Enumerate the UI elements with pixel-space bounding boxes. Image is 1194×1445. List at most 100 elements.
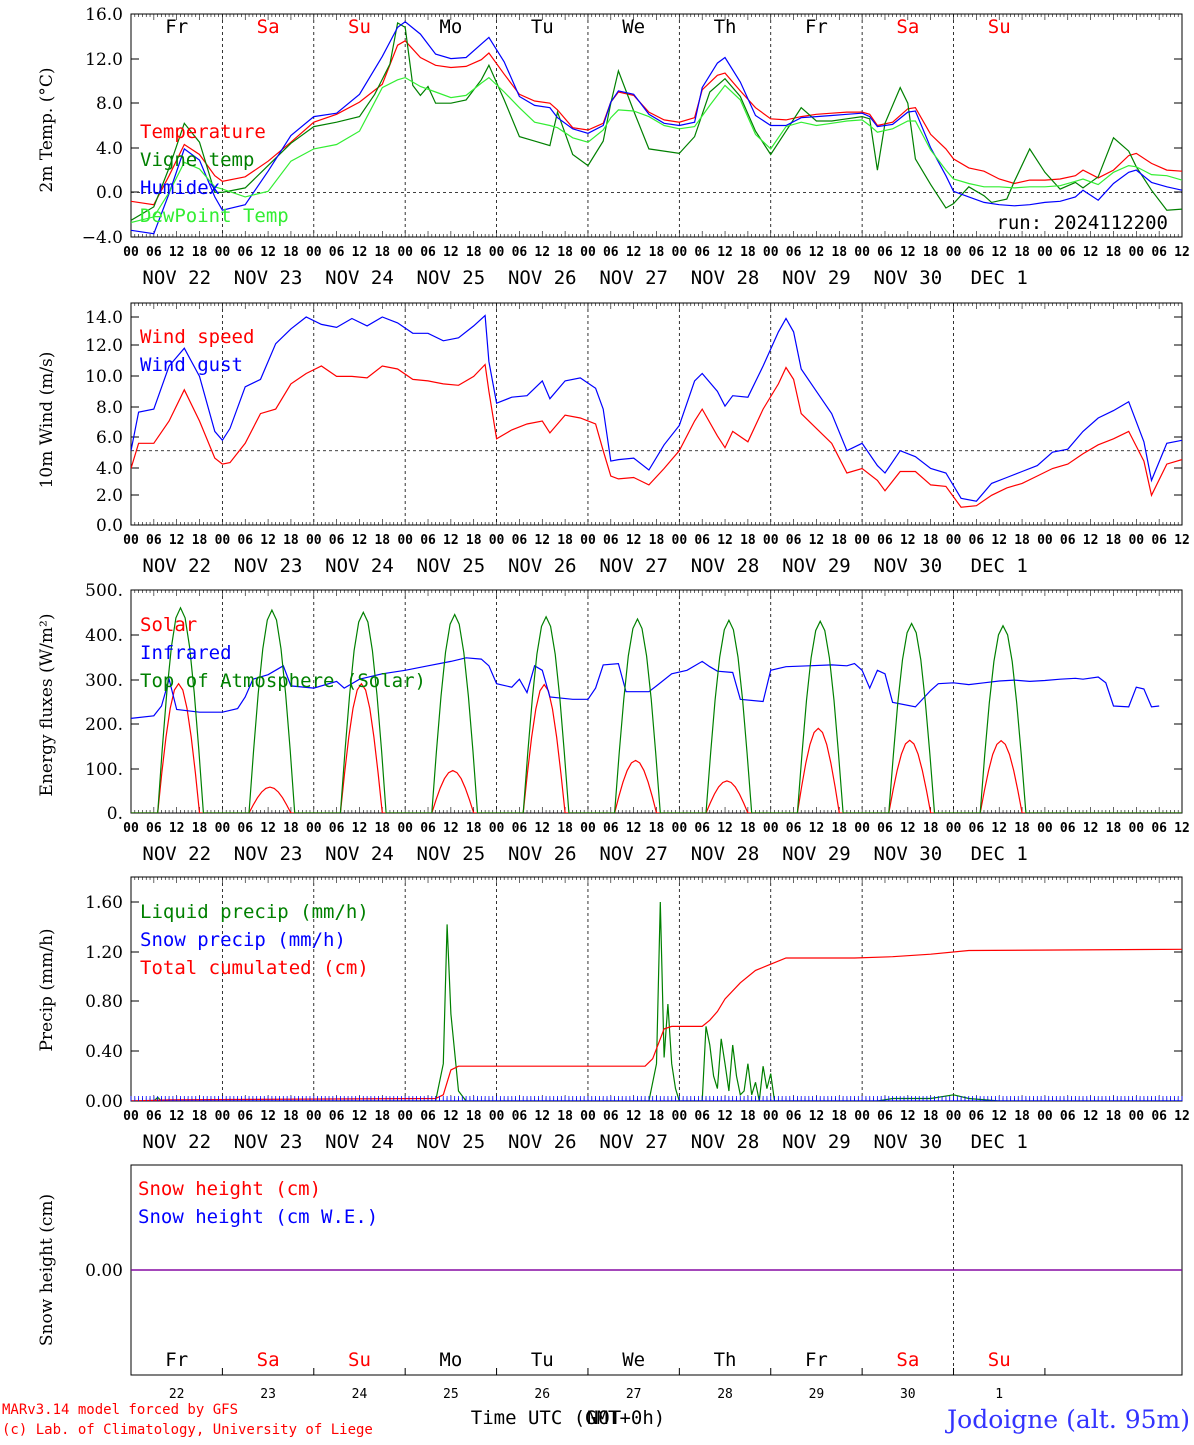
x-date-label: NOV 22 <box>142 843 211 865</box>
y-tick-label: 4.0 <box>96 459 123 479</box>
x-hour-label: 12 <box>809 533 825 548</box>
x-date-label: NOV 22 <box>142 555 211 577</box>
y-tick-label: 0.0 <box>96 516 123 536</box>
x-date-label: DEC 1 <box>971 555 1028 577</box>
x-hour-label: 00 <box>1128 821 1144 836</box>
x-date-label: NOV 25 <box>417 1131 486 1153</box>
x-hour-label: 12 <box>991 1109 1007 1124</box>
x-hour-label: 18 <box>557 1109 573 1124</box>
x-hour-label: 06 <box>512 245 528 260</box>
x-hour-label: 00 <box>672 1109 688 1124</box>
x-date-label: NOV 30 <box>874 555 943 577</box>
x-hour-label: 06 <box>786 533 802 548</box>
weekday-label: Su <box>348 16 371 38</box>
x-hour-label: 12 <box>260 245 276 260</box>
x-hour-label: 18 <box>1014 1109 1030 1124</box>
y-tick-label: 0.0 <box>96 183 123 203</box>
x-hour-label: 06 <box>512 821 528 836</box>
x-date-label: NOV 23 <box>234 843 303 865</box>
legend-entry: Solar <box>140 614 197 636</box>
x-hour-label: 06 <box>329 245 345 260</box>
y-tick-label: 0. <box>107 804 123 824</box>
x-hour-label: 00 <box>123 1109 139 1124</box>
day-number-label: 22 <box>169 1387 185 1402</box>
x-hour-label: 06 <box>969 245 985 260</box>
x-date-label: NOV 30 <box>874 1131 943 1153</box>
weekday-label: Sa <box>896 16 919 38</box>
x-hour-label: 12 <box>717 821 733 836</box>
x-hour-label: 12 <box>1174 245 1190 260</box>
legend-entry: Snow height (cm) <box>138 1178 321 1200</box>
x-hour-label: 06 <box>694 245 710 260</box>
time-axis-overlay: NOT <box>587 1407 621 1429</box>
weekday-label: Fr <box>165 16 188 38</box>
y-tick-label: 0.00 <box>85 1092 123 1112</box>
x-hour-label: 18 <box>374 1109 390 1124</box>
x-hour-label: 00 <box>763 1109 779 1124</box>
x-hour-label: 06 <box>329 1109 345 1124</box>
legend-entry: Vigne temp <box>140 149 254 171</box>
x-date-label: NOV 24 <box>325 1131 394 1153</box>
y-tick-label: 14.0 <box>85 308 123 328</box>
x-date-label: NOV 29 <box>782 843 851 865</box>
legend-entry: Total cumulated (cm) <box>140 957 369 979</box>
x-hour-label: 18 <box>740 245 756 260</box>
weekday-label: Su <box>988 1349 1011 1371</box>
x-date-label: NOV 25 <box>417 267 486 289</box>
x-hour-label: 06 <box>603 533 619 548</box>
x-hour-label: 12 <box>900 533 916 548</box>
day-number-label: 26 <box>534 1387 550 1402</box>
x-hour-label: 12 <box>1083 1109 1099 1124</box>
x-hour-label: 18 <box>283 1109 299 1124</box>
legend-entry: DewPoint Temp <box>140 205 289 227</box>
x-hour-label: 18 <box>466 533 482 548</box>
run-label: run: 2024112200 <box>996 212 1168 234</box>
series-line-1 <box>131 363 1182 508</box>
x-hour-label: 06 <box>420 245 436 260</box>
x-hour-label: 12 <box>1174 821 1190 836</box>
x-hour-label: 00 <box>580 533 596 548</box>
x-date-label: NOV 26 <box>508 1131 577 1153</box>
series-line-4 <box>131 76 1182 224</box>
legend-entry: Snow height (cm W.E.) <box>138 1206 378 1228</box>
x-hour-label: 06 <box>329 533 345 548</box>
x-hour-label: 18 <box>466 821 482 836</box>
x-hour-label: 12 <box>1083 533 1099 548</box>
y-tick-label: 8.0 <box>96 94 123 114</box>
x-hour-label: 12 <box>534 1109 550 1124</box>
x-hour-label: 18 <box>374 821 390 836</box>
y-tick-label: −4.0 <box>82 228 123 248</box>
x-hour-label: 12 <box>809 821 825 836</box>
x-hour-label: 12 <box>352 245 368 260</box>
x-date-label: DEC 1 <box>971 267 1028 289</box>
y-axis-label: 10m Wind (m/s) <box>37 352 57 489</box>
x-date-label: NOV 25 <box>417 555 486 577</box>
x-hour-label: 00 <box>1128 245 1144 260</box>
x-hour-label: 06 <box>694 1109 710 1124</box>
weekday-label: Fr <box>805 16 828 38</box>
x-hour-label: 12 <box>260 821 276 836</box>
x-hour-label: 18 <box>649 533 665 548</box>
day-number-label: 28 <box>717 1387 733 1402</box>
legend-entry: Snow precip (mm/h) <box>140 929 346 951</box>
weekday-label: Mo <box>439 16 462 38</box>
series-line-1 <box>131 682 1182 813</box>
x-hour-label: 06 <box>146 245 162 260</box>
x-hour-label: 18 <box>649 1109 665 1124</box>
series-line-1 <box>131 40 1182 206</box>
x-date-label: NOV 27 <box>599 1131 668 1153</box>
station-name: Jodoigne (alt. 95m) <box>944 1405 1190 1434</box>
legend-entry: Wind speed <box>140 326 254 348</box>
x-hour-label: 00 <box>306 245 322 260</box>
x-hour-label: 00 <box>215 1109 231 1124</box>
x-hour-label: 18 <box>831 533 847 548</box>
y-tick-label: 1.20 <box>85 943 123 963</box>
x-hour-label: 18 <box>283 821 299 836</box>
x-hour-label: 00 <box>215 533 231 548</box>
x-hour-label: 06 <box>420 821 436 836</box>
x-hour-label: 12 <box>626 245 642 260</box>
x-hour-label: 18 <box>831 1109 847 1124</box>
x-hour-label: 00 <box>854 245 870 260</box>
x-hour-label: 18 <box>557 245 573 260</box>
